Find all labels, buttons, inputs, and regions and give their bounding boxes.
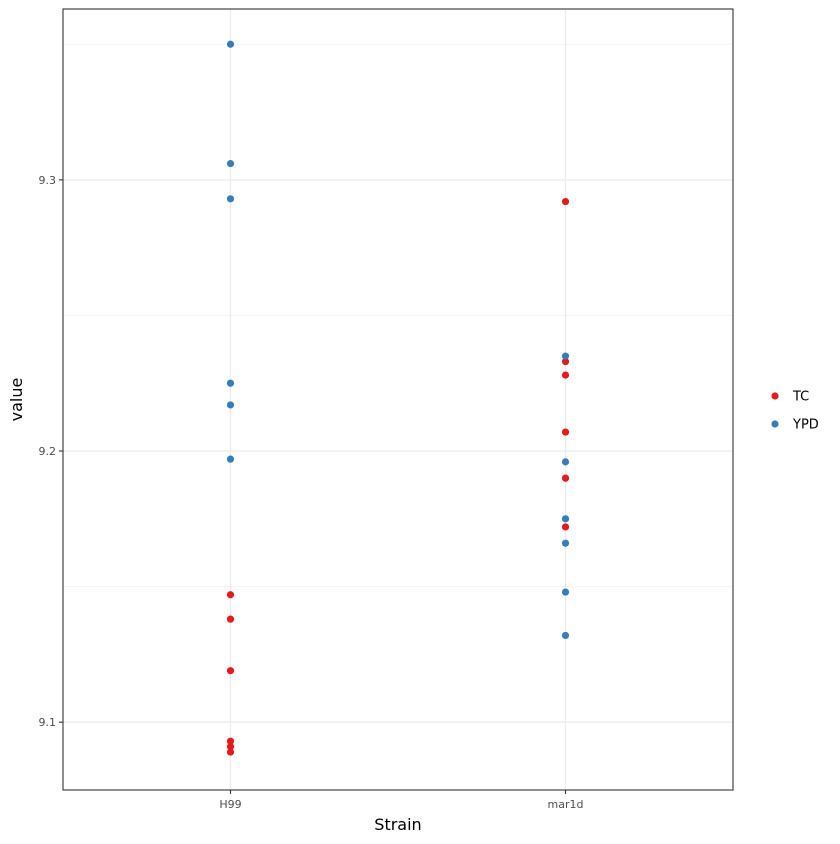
data-point-tc <box>226 667 235 675</box>
legend-key-ypd <box>771 420 779 428</box>
data-point-ypd <box>561 539 570 547</box>
y-tick-label: 9.3 <box>39 174 57 187</box>
data-point-ypd <box>226 195 235 203</box>
y-tick-label: 9.2 <box>39 445 57 458</box>
data-point-tc <box>561 474 570 482</box>
panel-border <box>62 8 734 791</box>
legend: TC YPD <box>771 390 819 433</box>
data-point-ypd <box>561 352 570 360</box>
data-point-tc <box>226 615 235 623</box>
data-point-tc <box>226 737 235 745</box>
data-point-tc <box>561 197 570 206</box>
data-point-ypd <box>561 515 570 523</box>
points-layer <box>226 40 570 756</box>
legend-label-ypd: YPD <box>792 418 819 433</box>
data-point-ypd <box>226 159 235 168</box>
x-axis-title: Strain <box>374 815 421 834</box>
axis-layer: 9.1 9.2 9.3 H99 mar1d <box>39 174 584 811</box>
data-point-tc <box>561 428 570 436</box>
x-tick-label: H99 <box>219 798 241 811</box>
data-point-tc <box>561 357 570 366</box>
data-point-tc <box>226 591 235 599</box>
data-point-ypd <box>561 588 570 596</box>
data-point-tc <box>226 743 235 751</box>
legend-key-tc <box>771 392 779 400</box>
data-point-ypd <box>226 455 235 463</box>
x-tick-label: mar1d <box>548 798 584 811</box>
data-point-ypd <box>226 401 235 409</box>
data-point-ypd <box>561 458 570 466</box>
data-point-ypd <box>226 379 235 387</box>
grid-layer <box>63 9 733 790</box>
data-point-ypd <box>561 631 570 640</box>
data-point-tc <box>226 748 235 756</box>
legend-label-tc: TC <box>792 390 809 405</box>
data-point-tc <box>561 371 570 379</box>
y-axis-title: value <box>7 378 26 422</box>
data-point-tc <box>561 523 570 531</box>
data-point-ypd <box>226 40 235 48</box>
y-tick-label: 9.1 <box>39 716 57 729</box>
